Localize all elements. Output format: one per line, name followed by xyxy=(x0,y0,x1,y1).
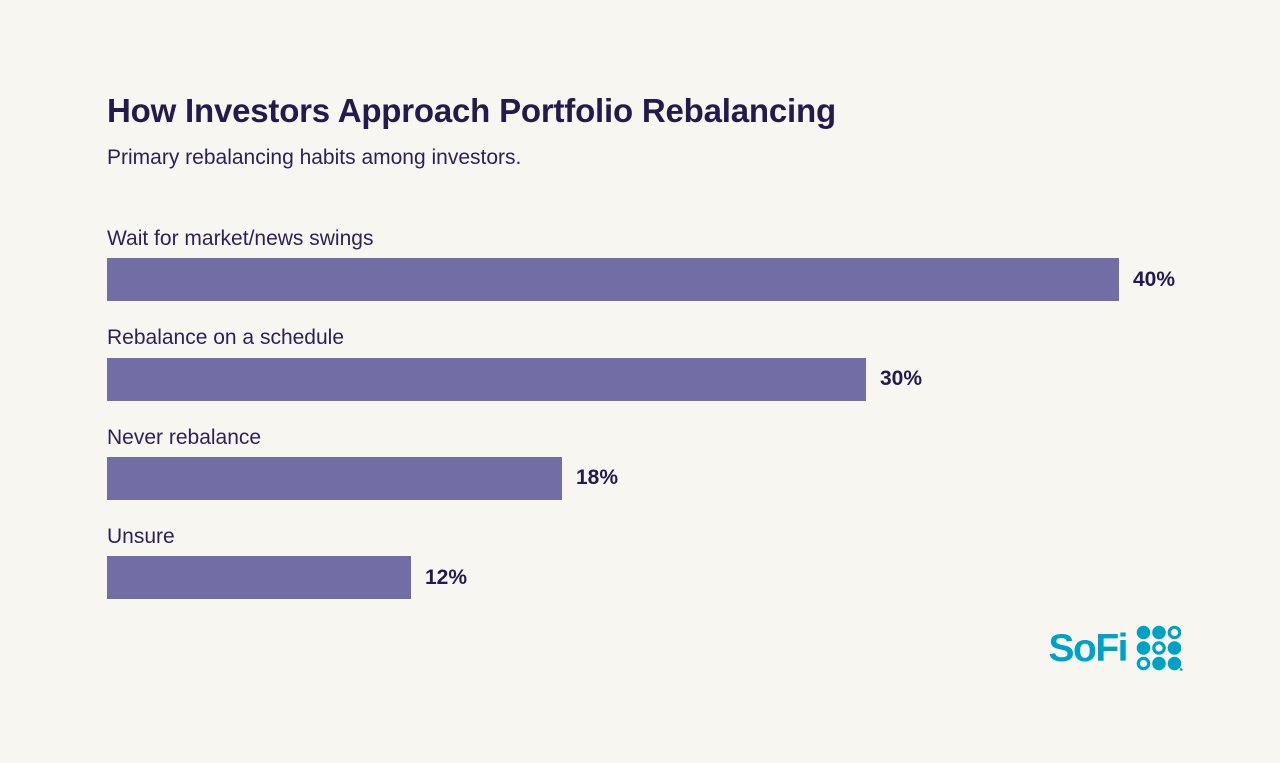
sofi-logo-text: SoFi xyxy=(1048,626,1129,670)
bar-value-label: 12% xyxy=(425,565,468,589)
page-subtitle: Primary rebalancing habits among investo… xyxy=(107,146,522,170)
bar-line: 40% xyxy=(107,258,1180,302)
bar-category-label: Never rebalance xyxy=(107,425,262,449)
bar xyxy=(107,556,411,600)
bar-line: 12% xyxy=(107,556,1180,600)
chart-row: Unsure 12% xyxy=(107,524,1180,600)
bar-line: 18% xyxy=(107,456,1180,500)
bar-category-label: Wait for market/news swings xyxy=(107,227,374,251)
page-title: How Investors Approach Portfolio Rebalan… xyxy=(107,92,836,129)
bar xyxy=(107,258,1119,302)
bar-line: 30% xyxy=(107,357,1180,401)
bar xyxy=(107,357,866,401)
chart-row: Wait for market/news swings 40% xyxy=(107,226,1180,302)
sofi-logo-dots-icon xyxy=(1136,625,1183,671)
chart-row: Never rebalance 18% xyxy=(107,425,1180,500)
bar-value-label: 30% xyxy=(880,367,923,391)
bar-chart: Wait for market/news swings 40% Rebalance … xyxy=(107,226,1180,600)
bar xyxy=(107,456,562,500)
chart-row: Rebalance on a schedule 30% xyxy=(107,325,1180,401)
bar-value-label: 18% xyxy=(576,466,619,490)
bar-category-label: Unsure xyxy=(107,524,175,548)
bar-value-label: 40% xyxy=(1133,267,1176,291)
bar-category-label: Rebalance on a schedule xyxy=(107,326,345,350)
sofi-logo: SoFi xyxy=(1049,625,1184,671)
